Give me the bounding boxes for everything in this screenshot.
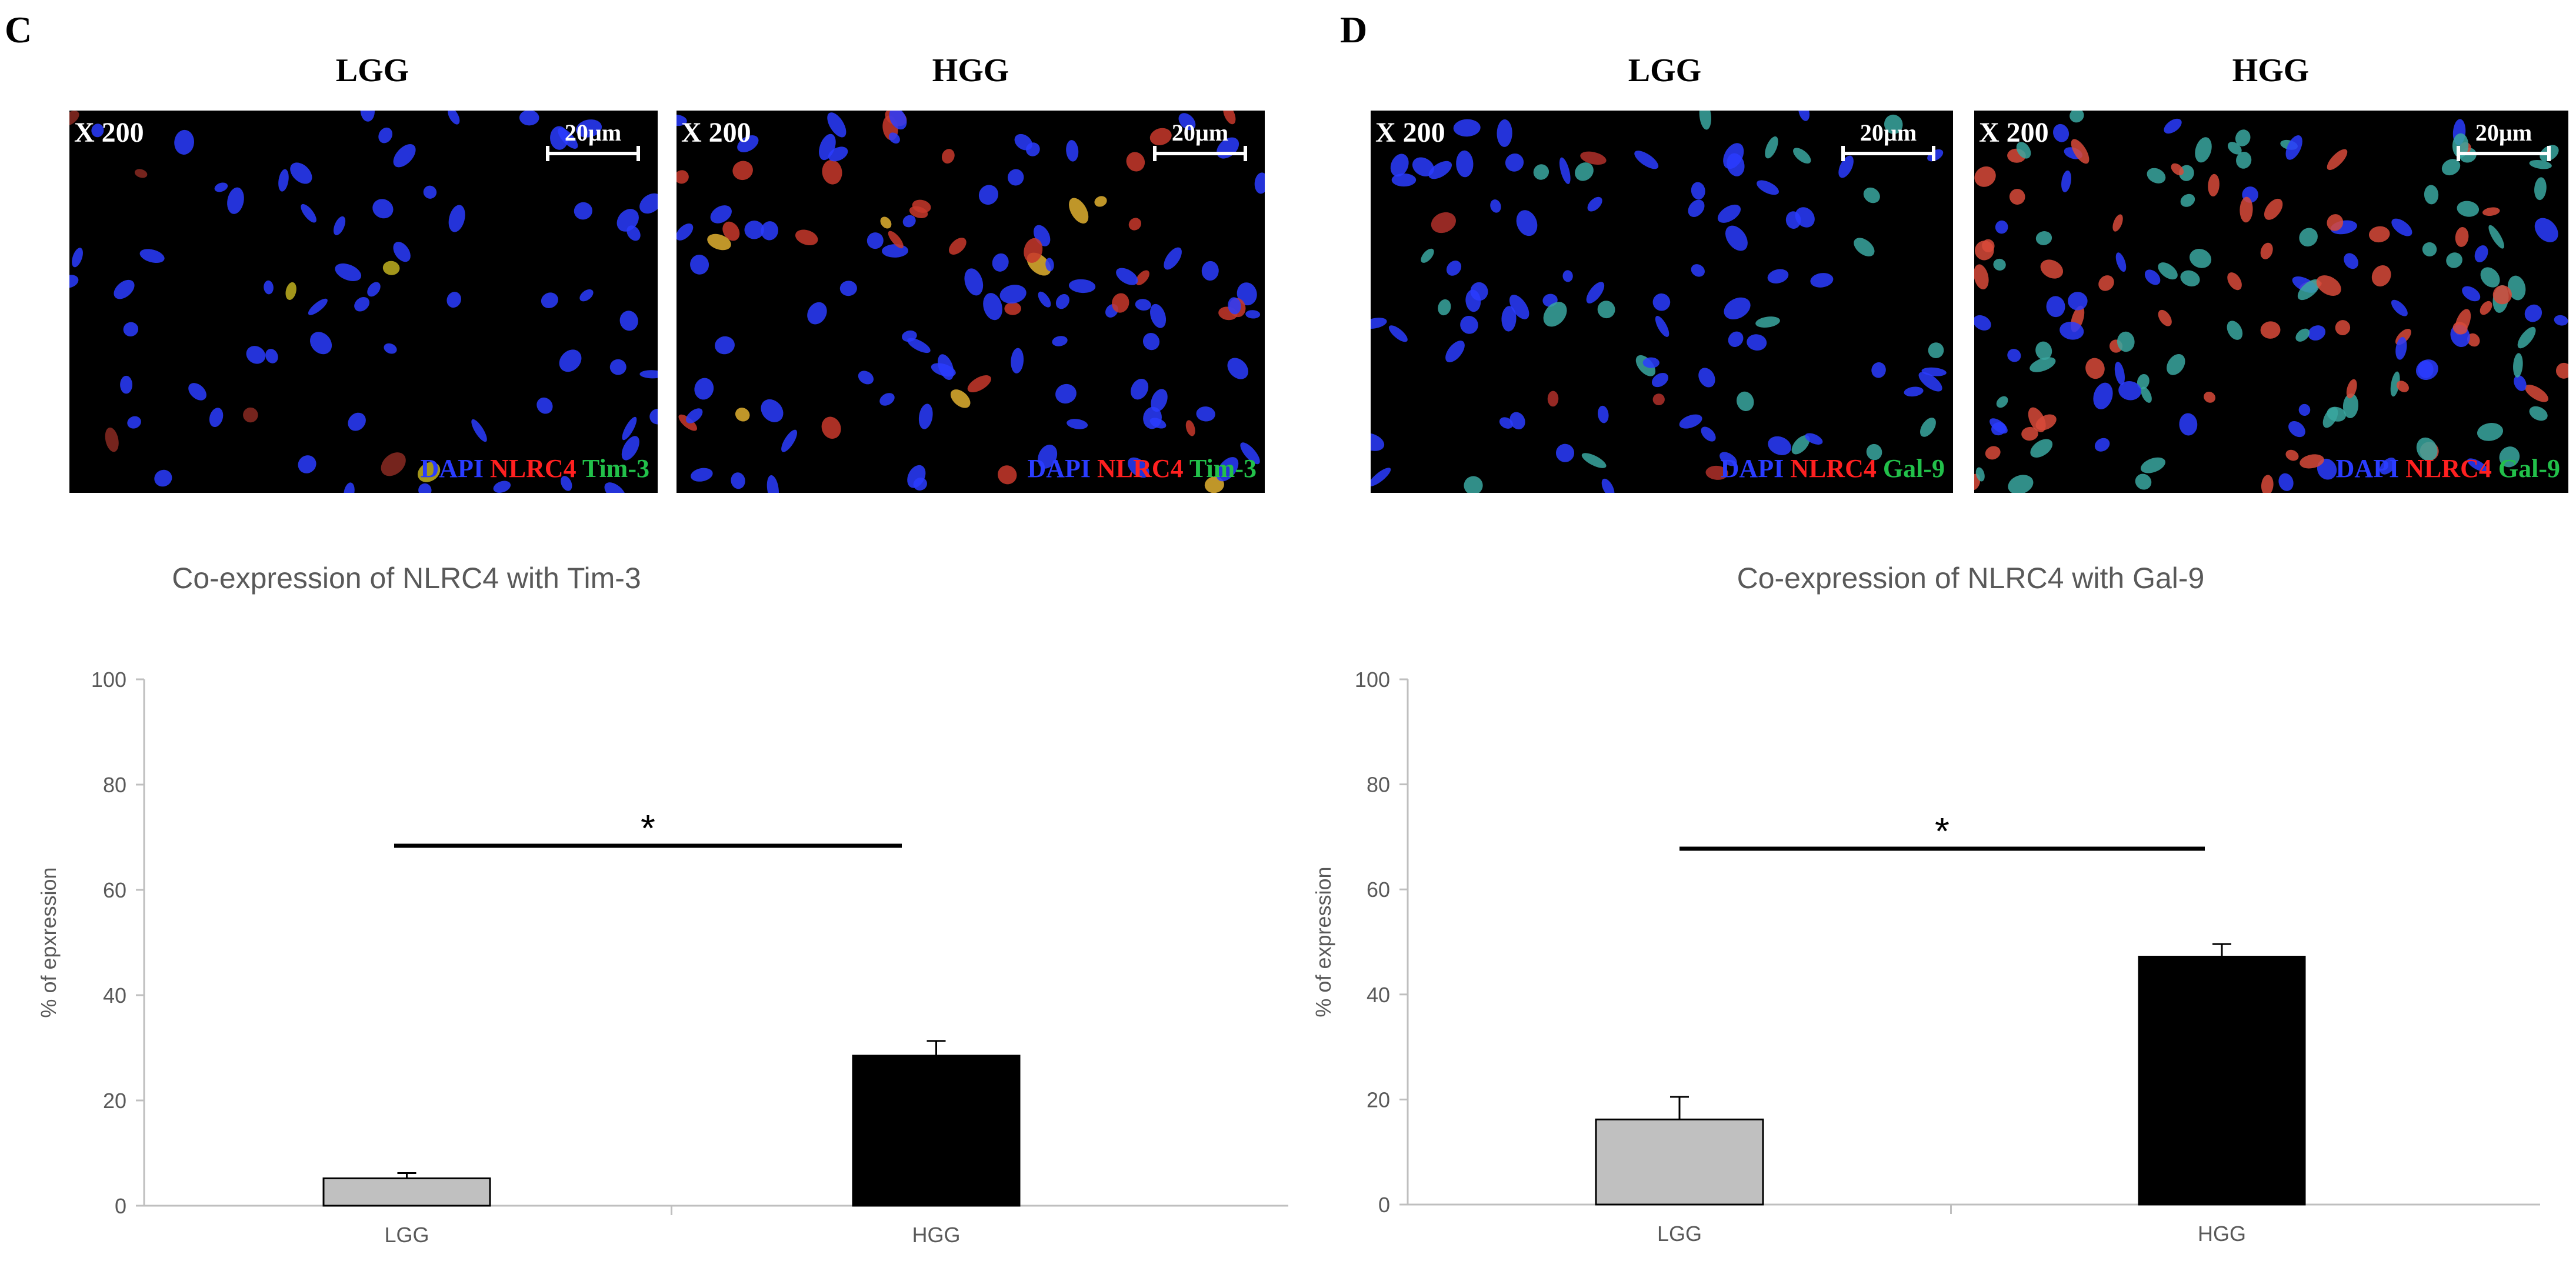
- scale-label: 20µm: [1171, 119, 1229, 146]
- scale-bar-line: [2457, 146, 2551, 161]
- stain-nlrc4: NLRC4: [490, 454, 576, 483]
- x-tick-label: LGG: [384, 1223, 429, 1247]
- stain-marker: Gal-9: [1882, 454, 1945, 483]
- chart-1: Co-expression of NLRC4 with Gal-9 0 20 40 60…: [1311, 562, 2540, 1246]
- y-tick-label: 60: [1367, 878, 1390, 902]
- x-tick-label: LGG: [1657, 1222, 1702, 1246]
- bar-hgg: [852, 1055, 1021, 1207]
- scale-bar-line: [546, 146, 640, 161]
- cell-field: [1974, 111, 2568, 493]
- y-tick-label: 0: [115, 1194, 126, 1218]
- panel-letter-c: C: [5, 9, 32, 51]
- micrograph-d-lgg: X 200 20µm DAPI NLRC4 Gal-9: [1371, 111, 1953, 493]
- cell-field: [69, 111, 658, 493]
- y-tick-label: 60: [103, 878, 126, 902]
- micrograph-d-hgg: X 200 20µm DAPI NLRC4 Gal-9: [1974, 111, 2568, 493]
- image-label-d-lgg: LGG: [1628, 52, 1702, 89]
- y-tick-label: 100: [91, 668, 126, 692]
- y-tick-label: 80: [103, 773, 126, 797]
- scale-label: 20µm: [2475, 119, 2532, 146]
- chart-title: Co-expression of NLRC4 with Tim-3: [172, 562, 641, 595]
- stain-legend: DAPI NLRC4 Gal-9: [2336, 453, 2560, 483]
- magnification-label: X 200: [681, 117, 751, 148]
- image-label-d-hgg: HGG: [2232, 52, 2310, 89]
- scale-label: 20µm: [564, 119, 622, 146]
- x-tick-label: HGG: [2198, 1222, 2246, 1246]
- stain-dapi: DAPI: [2335, 454, 2400, 483]
- bar-lgg: [322, 1177, 491, 1207]
- y-tick-label: 80: [1367, 773, 1390, 797]
- stain-marker: Tim-3: [582, 454, 649, 483]
- scale-label: 20µm: [1859, 119, 1917, 146]
- scale-bar: 20µm: [1153, 119, 1247, 161]
- x-tick-label: HGG: [912, 1223, 960, 1247]
- y-tick-label: 100: [1355, 668, 1390, 692]
- y-axis-label: % of epxression: [36, 867, 61, 1018]
- scale-bar-line: [1153, 146, 1247, 161]
- stain-nlrc4: NLRC4: [2405, 454, 2492, 483]
- stain-legend: DAPI NLRC4 Tim-3: [420, 453, 649, 483]
- magnification-label: X 200: [1979, 117, 2049, 148]
- bar-hgg: [2138, 956, 2306, 1206]
- stain-marker: Tim-3: [1189, 454, 1257, 483]
- y-tick-label: 40: [1367, 983, 1390, 1007]
- y-tick-label: 20: [1367, 1087, 1390, 1112]
- magnification-label: X 200: [74, 117, 144, 148]
- stain-dapi: DAPI: [1720, 454, 1784, 483]
- significance-marker: *: [641, 807, 655, 849]
- magnification-label: X 200: [1375, 117, 1445, 148]
- stain-dapi: DAPI: [420, 454, 484, 483]
- stain-dapi: DAPI: [1027, 454, 1091, 483]
- stain-legend: DAPI NLRC4 Tim-3: [1027, 453, 1257, 483]
- y-tick-label: 20: [103, 1089, 126, 1113]
- cell-field: [1371, 111, 1947, 493]
- scale-bar: 20µm: [546, 119, 640, 161]
- image-label-c-lgg: LGG: [335, 52, 409, 89]
- scale-bar: 20µm: [1841, 119, 1935, 161]
- y-tick-label: 0: [1378, 1193, 1390, 1217]
- image-label-c-hgg: HGG: [932, 52, 1009, 89]
- panel-letter-d: D: [1340, 9, 1368, 51]
- stain-nlrc4: NLRC4: [1097, 454, 1184, 483]
- stain-legend: DAPI NLRC4 Gal-9: [1721, 453, 1945, 483]
- scale-bar: 20µm: [2457, 119, 2551, 161]
- chart-0: Co-expression of NLRC4 with Tim-3 0 20 40 60…: [36, 562, 1288, 1247]
- significance-marker: *: [1935, 810, 1950, 852]
- bar-lgg: [1595, 1118, 1764, 1206]
- micrograph-c-hgg: X 200 20µm DAPI NLRC4 Tim-3: [677, 111, 1265, 493]
- y-tick-label: 40: [103, 983, 126, 1008]
- micrograph-c-lgg: X 200 20µm DAPI NLRC4 Tim-3: [69, 111, 658, 493]
- scale-bar-line: [1841, 146, 1935, 161]
- chart-title: Co-expression of NLRC4 with Gal-9: [1737, 562, 2205, 595]
- y-axis-label: % of expression: [1311, 866, 1335, 1017]
- stain-marker: Gal-9: [2498, 454, 2560, 483]
- cell-field: [677, 111, 1265, 493]
- stain-nlrc4: NLRC4: [1790, 454, 1877, 483]
